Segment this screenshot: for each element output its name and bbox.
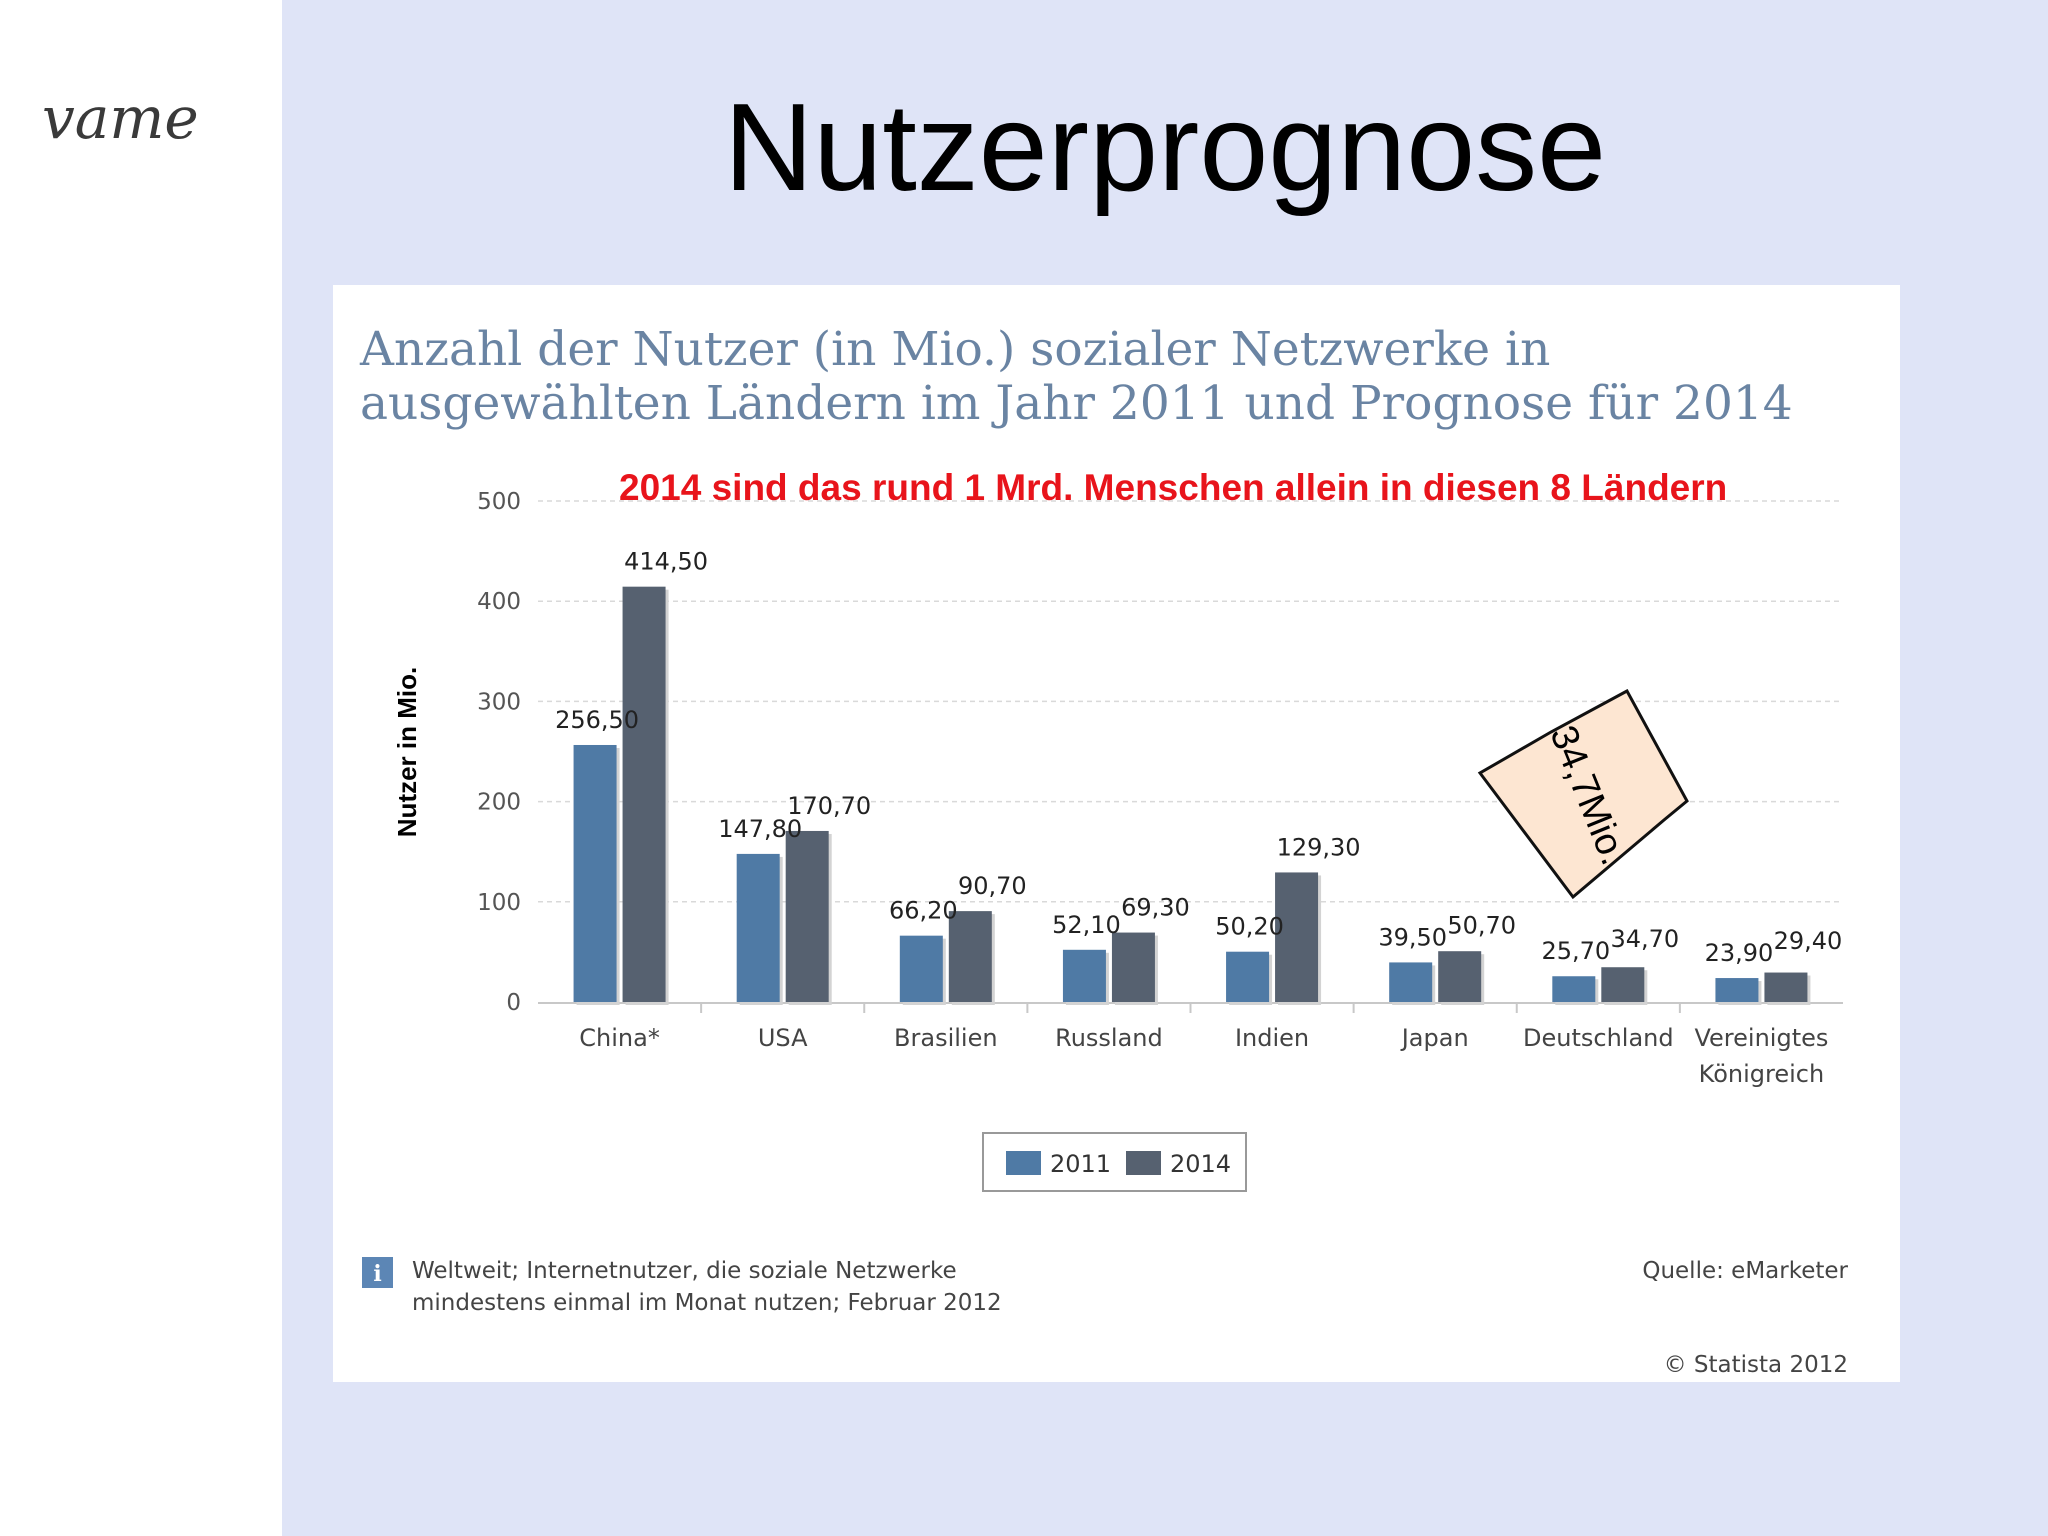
bar-2014	[622, 586, 666, 1002]
callout-arrow	[1477, 688, 1689, 900]
y-tick-label: 300	[477, 689, 521, 715]
x-category-label: Deutschland	[1523, 1024, 1674, 1052]
data-label-2014: 69,30	[1121, 894, 1190, 922]
legend-swatch-2014	[1126, 1151, 1161, 1175]
y-tick-label: 500	[477, 489, 521, 515]
bar-2011	[1552, 976, 1596, 1002]
bar-2011	[1715, 978, 1759, 1002]
vame-logo: vame	[42, 84, 199, 152]
data-label-2011: 50,20	[1215, 913, 1284, 941]
data-label-2014: 34,70	[1610, 925, 1679, 953]
chart-title-line-2: ausgewählten Ländern im Jahr 2011 und Pr…	[360, 376, 1793, 431]
y-tick-label: 200	[477, 790, 521, 816]
x-category-label: Vereinigtes	[1694, 1024, 1828, 1052]
data-label-2011: 25,70	[1541, 937, 1610, 965]
source-text: Quelle: eMarketer	[1642, 1258, 1848, 1284]
data-label-2014: 29,40	[1774, 927, 1843, 955]
data-label-2014: 90,70	[958, 872, 1027, 900]
y-axis-title: Nutzer in Mio.	[392, 667, 422, 837]
y-tick-label: 100	[477, 890, 521, 916]
y-tick-label: 0	[506, 990, 521, 1016]
bar-chart: 0 100 200 300 400 500 Nutzer in Mio. China* 256,…	[362, 467, 1849, 1378]
bar-2011	[899, 935, 943, 1002]
data-label-2011: 23,90	[1705, 939, 1774, 967]
data-label-2011: 147,80	[718, 815, 802, 843]
legend-swatch-2011	[1006, 1151, 1041, 1175]
x-category-label: China*	[579, 1024, 660, 1052]
footnote-line: mindestens einmal im Monat nutzen; Febru…	[412, 1290, 1002, 1316]
legend-label-2011: 2011	[1050, 1150, 1111, 1178]
bar-2011	[1062, 949, 1106, 1002]
copyright-text: © Statista 2012	[1664, 1352, 1848, 1378]
footnote-line: Weltweit; Internetnutzer, die soziale Ne…	[412, 1258, 957, 1284]
x-category-label: Russland	[1055, 1024, 1163, 1052]
x-category-label: Königreich	[1699, 1060, 1825, 1088]
bar-2011	[1389, 962, 1433, 1002]
chart-title: Anzahl der Nutzer (in Mio.) sozialer Net…	[360, 323, 1860, 431]
bar-2014	[948, 911, 992, 1002]
info-icon	[362, 1257, 393, 1288]
x-category-label: Indien	[1235, 1024, 1309, 1052]
bar-2014	[1601, 967, 1645, 1002]
data-label-2011: 52,10	[1052, 911, 1121, 939]
bar-2014	[1764, 972, 1808, 1002]
chart-card: 0 100 200 300 400 500 Nutzer in Mio. China* 256,…	[333, 285, 1900, 1382]
annotation-text: 2014 sind das rund 1 Mrd. Menschen allei…	[619, 467, 1727, 508]
slide-title: Nutzerprognose	[723, 79, 1607, 217]
left-strip: vame	[0, 0, 282, 1536]
legend-label-2014: 2014	[1170, 1150, 1231, 1178]
data-label-2014: 50,70	[1447, 911, 1516, 939]
data-label-2011: 39,50	[1378, 923, 1447, 951]
data-label-2011: 256,50	[555, 706, 639, 734]
data-label-2014: 129,30	[1277, 833, 1361, 861]
logo-text: vame	[42, 84, 199, 152]
bar-2011	[736, 853, 780, 1002]
data-label-2014: 414,50	[624, 548, 708, 576]
bar-2014	[1275, 872, 1319, 1002]
bar-2011	[573, 744, 617, 1002]
x-category-label: USA	[758, 1024, 808, 1052]
bar-2014	[785, 830, 829, 1002]
x-category-label: Japan	[1400, 1024, 1469, 1052]
y-tick-label: 400	[477, 589, 521, 615]
chart-title-line-1: Anzahl der Nutzer (in Mio.) sozialer Net…	[360, 322, 1551, 377]
bar-2011	[1226, 951, 1270, 1002]
info-icon-glyph: i	[373, 1261, 381, 1287]
bar-2014	[1438, 951, 1482, 1002]
bar-2014	[1111, 932, 1155, 1002]
data-label-2011: 66,20	[889, 897, 958, 925]
data-label-2014: 170,70	[787, 792, 871, 820]
x-category-label: Brasilien	[894, 1024, 998, 1052]
